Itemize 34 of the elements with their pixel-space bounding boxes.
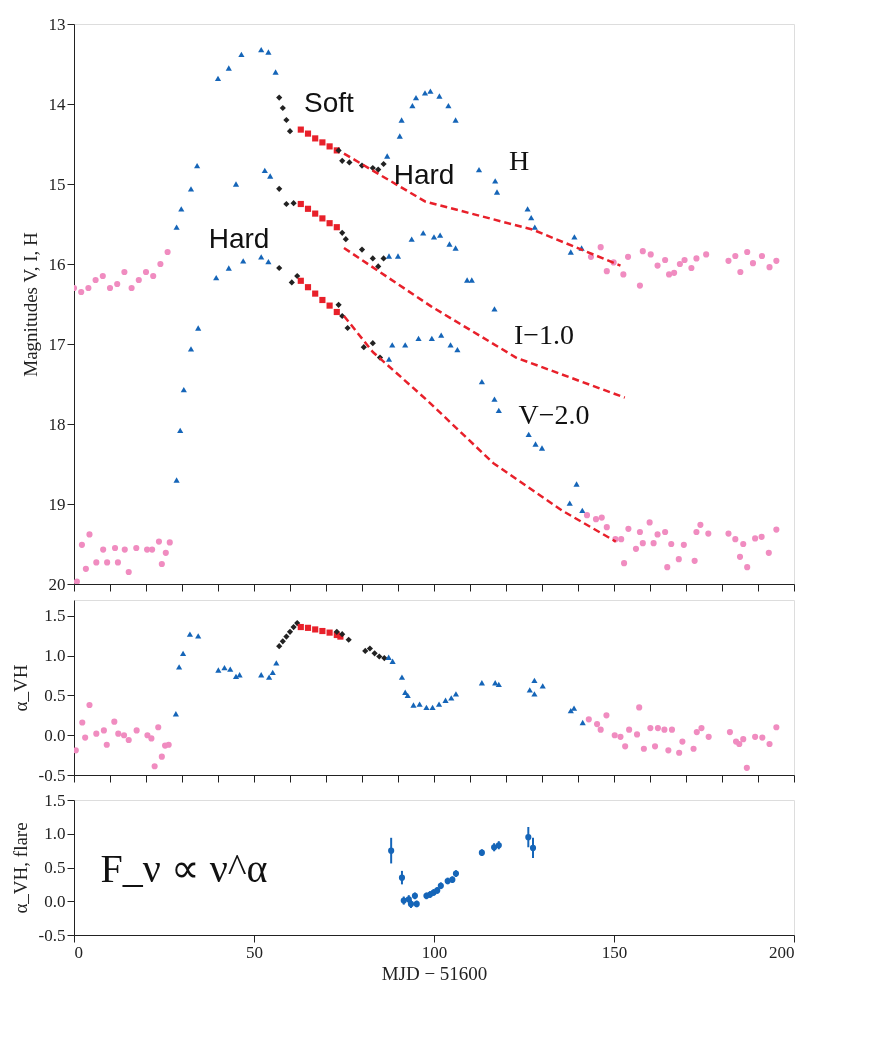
- y-tick-label: 18: [48, 414, 66, 434]
- y-tick-label: 16: [48, 254, 66, 274]
- y-tick-label: 1.5: [44, 790, 66, 810]
- y-tick-label: 1.5: [44, 606, 66, 626]
- y-tick-label: 15: [48, 174, 66, 194]
- y-tick-label: 0.5: [44, 685, 66, 705]
- y-tick-label: -0.5: [38, 925, 66, 945]
- y-tick-label: 17: [48, 334, 66, 354]
- annotation: H: [508, 145, 530, 176]
- y-tick-label: 20: [48, 574, 66, 594]
- y-tick-label: 1.0: [44, 824, 66, 844]
- x-axis-title: MJD − 51600: [381, 962, 488, 984]
- y-tick-label: -0.5: [38, 765, 66, 785]
- x-tick-label: 0: [74, 942, 83, 962]
- y-tick-label: 14: [48, 94, 66, 114]
- x-tick-label: 200: [769, 942, 795, 962]
- y-tick-label: 19: [48, 494, 66, 514]
- x-tick-label: 150: [601, 942, 628, 962]
- y-tick-label: 0.5: [44, 858, 66, 877]
- x-tick-label: 100: [421, 942, 448, 962]
- y-axis-title: α_VH: [9, 664, 31, 712]
- annotation: Hard: [208, 223, 270, 254]
- x-tick-label: 50: [246, 942, 263, 962]
- annotation: I−1.0: [513, 319, 575, 350]
- annotation: V−2.0: [518, 399, 590, 430]
- y-tick-label: 1.0: [44, 646, 66, 666]
- y-axis-title: Magnitudes V, I, H: [19, 232, 41, 377]
- y-tick-label: 13: [48, 14, 66, 34]
- y-tick-label: 0.0: [44, 725, 66, 745]
- annotation: Soft: [304, 87, 355, 118]
- annotation: Hard: [393, 159, 455, 190]
- y-axis-title: α_VH, flare: [9, 822, 31, 914]
- y-tick-label: 0.0: [44, 891, 66, 911]
- annotation: F_ν ∝ ν^α: [100, 846, 268, 891]
